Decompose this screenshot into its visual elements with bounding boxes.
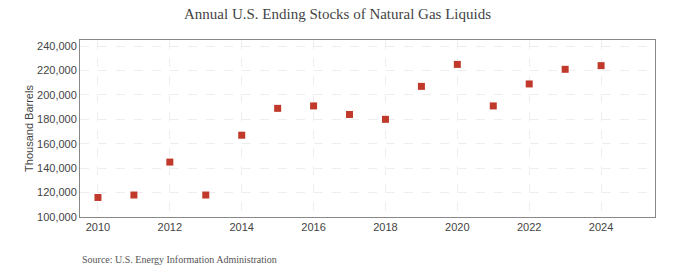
svg-text:220,000: 220,000 — [37, 64, 77, 76]
svg-text:2012: 2012 — [158, 221, 182, 233]
svg-text:2018: 2018 — [373, 221, 397, 233]
svg-text:2016: 2016 — [301, 221, 325, 233]
svg-text:240,000: 240,000 — [37, 40, 77, 52]
svg-text:2024: 2024 — [589, 221, 613, 233]
svg-text:160,000: 160,000 — [37, 138, 77, 150]
svg-text:200,000: 200,000 — [37, 89, 77, 101]
svg-text:Source: U.S. Energy Informatio: Source: U.S. Energy Information Administ… — [82, 254, 277, 265]
svg-text:2020: 2020 — [445, 221, 469, 233]
svg-text:140,000: 140,000 — [37, 162, 77, 174]
svg-text:Annual U.S. Ending Stocks of N: Annual U.S. Ending Stocks of Natural Gas… — [184, 6, 491, 22]
svg-text:180,000: 180,000 — [37, 113, 77, 125]
svg-text:100,000: 100,000 — [37, 211, 77, 223]
svg-text:Thousand Barrels: Thousand Barrels — [23, 85, 35, 172]
svg-text:2022: 2022 — [517, 221, 541, 233]
svg-text:2010: 2010 — [86, 221, 110, 233]
svg-text:2014: 2014 — [229, 221, 253, 233]
svg-text:120,000: 120,000 — [37, 186, 77, 198]
